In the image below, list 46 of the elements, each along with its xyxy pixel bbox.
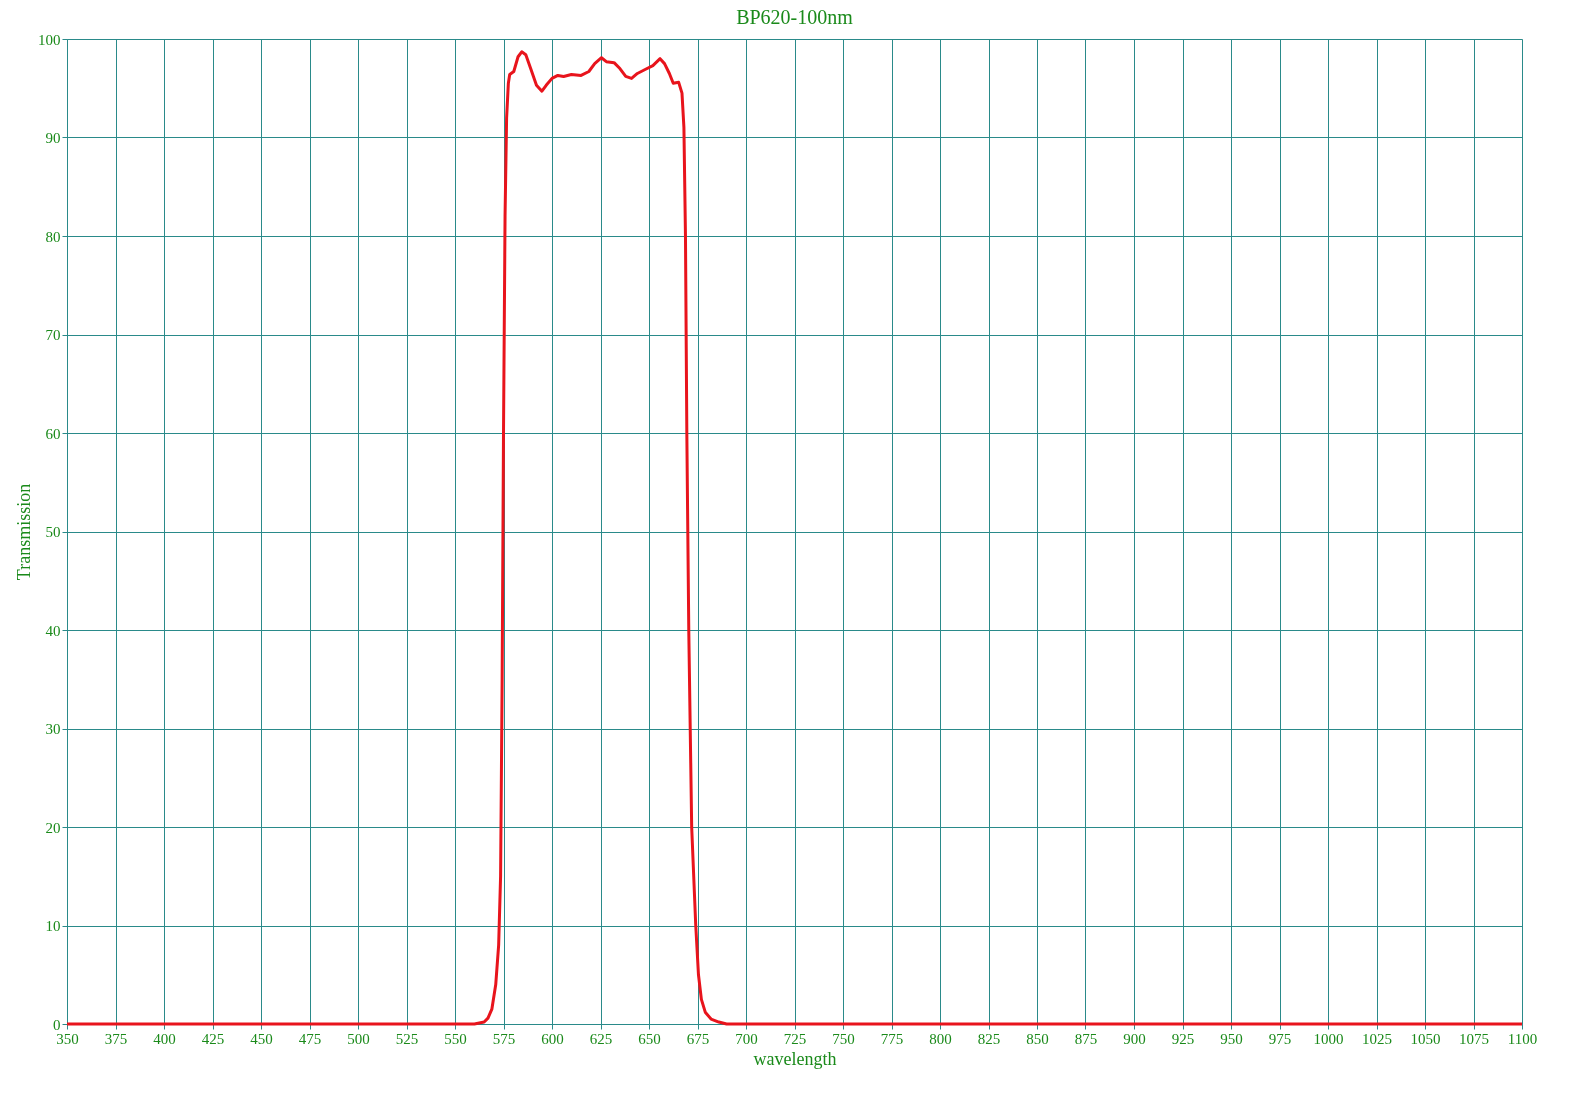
- x-tick-label: 1100: [1507, 1030, 1538, 1047]
- x-tick-label: 825: [977, 1030, 1001, 1047]
- x-tick-label: 975: [1268, 1030, 1292, 1047]
- x-tick-label: 925: [1171, 1030, 1195, 1047]
- x-tick-label: 1000: [1313, 1030, 1344, 1047]
- x-tick-label: 800: [929, 1030, 952, 1047]
- x-tick-label: 700: [735, 1030, 758, 1047]
- y-tick-label: 30: [45, 721, 61, 737]
- x-tick-label: 625: [589, 1030, 613, 1047]
- y-tick-label: 80: [45, 228, 61, 245]
- x-tick-label: 375: [104, 1030, 128, 1047]
- chart-title: BP620-100nm: [736, 6, 854, 28]
- x-tick-label: 775: [880, 1030, 904, 1047]
- x-tick-label: 550: [444, 1030, 467, 1047]
- x-tick-label: 475: [298, 1030, 322, 1047]
- line-series: [65, 50, 1524, 1026]
- y-tick-label: 40: [45, 622, 61, 639]
- x-tick-label: 750: [832, 1030, 855, 1047]
- x-tick-label: 950: [1220, 1030, 1243, 1047]
- x-tick-label: 675: [686, 1030, 710, 1047]
- y-tick-label: 50: [45, 524, 61, 540]
- y-tick-label: 70: [45, 327, 61, 343]
- y-tick-label: 0: [53, 1016, 61, 1033]
- y-tick-label: 60: [45, 425, 61, 442]
- x-tick-label: 875: [1074, 1030, 1098, 1047]
- x-tick-label: 450: [250, 1030, 273, 1047]
- x-tick-label: 400: [153, 1030, 176, 1047]
- x-axis-title: wavelength: [753, 1048, 837, 1069]
- x-tick-label: 1025: [1362, 1030, 1392, 1047]
- y-tick-label: 20: [45, 819, 61, 836]
- x-tick-label: 900: [1123, 1030, 1146, 1047]
- x-tick-label: 1050: [1410, 1030, 1441, 1047]
- x-tick-label: 850: [1026, 1030, 1049, 1047]
- y-axis-title: Transmission: [14, 483, 34, 581]
- x-tick-label: 1075: [1459, 1030, 1489, 1047]
- y-tick-label: 90: [45, 130, 61, 146]
- x-tick-label: 425: [201, 1030, 225, 1047]
- x-tick-label: 500: [347, 1030, 370, 1047]
- y-tick-label: 10: [45, 918, 61, 934]
- y-tick-label: 100: [38, 31, 61, 48]
- x-tick-label: 575: [492, 1030, 516, 1047]
- x-tick-label: 650: [638, 1030, 661, 1047]
- x-tick-label: 525: [395, 1030, 419, 1047]
- x-tick-label: 600: [541, 1030, 564, 1047]
- x-tick-label: 725: [783, 1030, 807, 1047]
- x-tick-label: 350: [56, 1030, 79, 1047]
